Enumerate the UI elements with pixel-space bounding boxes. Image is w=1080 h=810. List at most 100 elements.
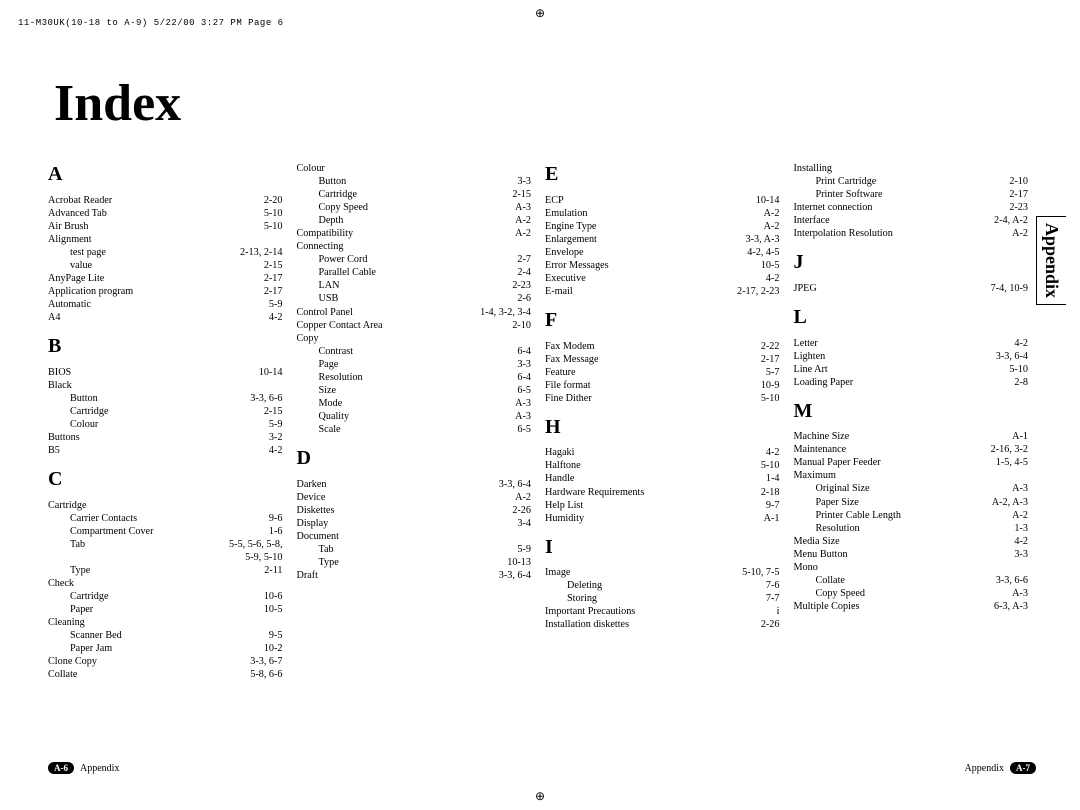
index-entry: Printer Software2-17: [794, 188, 1029, 201]
index-entry: Handle1-4: [545, 472, 780, 485]
index-letter-heading: A: [48, 162, 283, 188]
index-entry-page: 1-4, 3-2, 3-4: [472, 306, 531, 319]
index-entry-label: Advanced Tab: [48, 207, 107, 220]
index-entry-page: 4-2: [758, 272, 780, 285]
index-entry-label: Quality: [297, 410, 350, 423]
index-entry-label: Manual Paper Feeder: [794, 456, 881, 469]
index-entry-page: 3-3, 6-6: [988, 574, 1028, 587]
index-entry-label: Alignment: [48, 233, 92, 246]
index-entry-page: A-1: [1004, 430, 1028, 443]
index-entry: Fax Modem2-22: [545, 340, 780, 353]
index-entry-page: 2-23: [504, 279, 531, 292]
index-entry: Resolution1-3: [794, 522, 1029, 535]
index-entry-label: Handle: [545, 472, 574, 485]
index-entry-page: A-2: [507, 227, 531, 240]
index-entry-page: 2-17: [256, 272, 283, 285]
index-entry-label: Tab: [297, 543, 334, 556]
index-entry-label: Darken: [297, 478, 327, 491]
index-entry-label: Carrier Contacts: [48, 512, 137, 525]
index-entry-label: Acrobat Reader: [48, 194, 112, 207]
index-entry-page: 10-5: [256, 603, 283, 616]
index-entry-label: Cartridge: [297, 188, 357, 201]
index-entry: Original SizeA-3: [794, 482, 1029, 495]
index-entry: Line Art5-10: [794, 363, 1029, 376]
index-entry-label: Humidity: [545, 512, 584, 525]
index-entry-label: Collate: [794, 574, 845, 587]
index-entry-label: Internet connection: [794, 201, 873, 214]
index-column: AAcrobat Reader2-20Advanced Tab5-10Air B…: [48, 162, 291, 750]
index-entry-label: Cartridge: [48, 499, 86, 512]
index-entry: Interface2-4, A-2: [794, 214, 1029, 227]
index-entry: Cartridge10-6: [48, 590, 283, 603]
index-entry-label: ECP: [545, 194, 564, 207]
index-entry-page: 2-17: [753, 353, 780, 366]
index-entry-page: 10-13: [499, 556, 531, 569]
index-entry-label: Hagaki: [545, 446, 574, 459]
index-entry-label: Parallel Cable: [297, 266, 376, 279]
index-entry-label: Enlargement: [545, 233, 597, 246]
index-entry-page: [275, 499, 283, 512]
index-entry-label: Emulation: [545, 207, 587, 220]
index-entry-label: Paper: [48, 603, 93, 616]
index-entry: Type10-13: [297, 556, 532, 569]
index-entry-page: 2-4, A-2: [986, 214, 1028, 227]
index-entry-page: 5-7: [758, 366, 780, 379]
index-entry-page: 3-3, 6-4: [491, 569, 531, 582]
index-entry-page: 5-8, 6-6: [242, 668, 282, 681]
index-entry: Copy SpeedA-3: [794, 587, 1029, 600]
index-page: 11-M30UK(10-18 to A-9) 5/22/00 3:27 PM P…: [0, 0, 1080, 810]
index-entry-page: 2-15: [256, 259, 283, 272]
index-entry: Copy SpeedA-3: [297, 201, 532, 214]
index-entry: Alignment: [48, 233, 283, 246]
index-entry-label: Air Brush: [48, 220, 88, 233]
index-entry-label: Resolution: [297, 371, 363, 384]
index-entry-label: Lighten: [794, 350, 826, 363]
index-entry-label: BIOS: [48, 366, 71, 379]
index-entry-label: Machine Size: [794, 430, 850, 443]
index-entry-page: 1-3: [1006, 522, 1028, 535]
index-entry-page: A-2: [507, 491, 531, 504]
index-entry: Scale6-5: [297, 423, 532, 436]
index-entry-label: Draft: [297, 569, 319, 582]
index-entry-label: value: [48, 259, 92, 272]
index-entry: B54-2: [48, 444, 283, 457]
index-entry-label: Original Size: [794, 482, 870, 495]
index-letter-heading: E: [545, 162, 780, 188]
index-entry-label: Hardware Requirements: [545, 486, 644, 499]
index-entry-label: A4: [48, 311, 60, 324]
index-entry-page: 5-10: [1001, 363, 1028, 376]
index-entry: Letter4-2: [794, 337, 1029, 350]
cropmark-top: ⊕: [535, 6, 545, 21]
index-entry-page: 5-9: [261, 418, 283, 431]
index-entry-label: Application program: [48, 285, 133, 298]
index-entry-label: Print Cartridge: [794, 175, 877, 188]
index-entry-label: Engine Type: [545, 220, 596, 233]
index-entry-label: Colour: [297, 162, 325, 175]
index-entry: Button3-3: [297, 175, 532, 188]
index-entry-page: 3-3, 6-4: [491, 478, 531, 491]
index-entry: Power Cord2-7: [297, 253, 532, 266]
index-entry: Enlargement3-3, A-3: [545, 233, 780, 246]
index-entry-page: [523, 530, 531, 543]
index-entry: Resolution6-4: [297, 371, 532, 384]
index-entry: test page2-13, 2-14: [48, 246, 283, 259]
index-entry-page: [275, 233, 283, 246]
index-entry-page: 5-10, 7-5: [734, 566, 779, 579]
index-entry-page: 2-10: [1001, 175, 1028, 188]
index-entry-page: 5-10: [256, 220, 283, 233]
index-entry-page: A-2: [507, 214, 531, 227]
index-entry-page: 7-4, 10-9: [983, 282, 1028, 295]
index-entry: Image5-10, 7-5: [545, 566, 780, 579]
print-header: 11-M30UK(10-18 to A-9) 5/22/00 3:27 PM P…: [18, 18, 284, 28]
index-entry: Automatic5-9: [48, 298, 283, 311]
index-entry-label: Page: [297, 358, 339, 371]
index-entry-label: Maintenance: [794, 443, 847, 456]
index-entry: Menu Button3-3: [794, 548, 1029, 561]
index-entry-label: Scale: [297, 423, 341, 436]
index-entry-label: Type: [48, 564, 90, 577]
index-entry: Copper Contact Area2-10: [297, 319, 532, 332]
index-entry: Error Messages10-5: [545, 259, 780, 272]
index-entry-page: 1-6: [261, 525, 283, 538]
index-entry-page: A-3: [507, 410, 531, 423]
index-entry-label: Connecting: [297, 240, 344, 253]
